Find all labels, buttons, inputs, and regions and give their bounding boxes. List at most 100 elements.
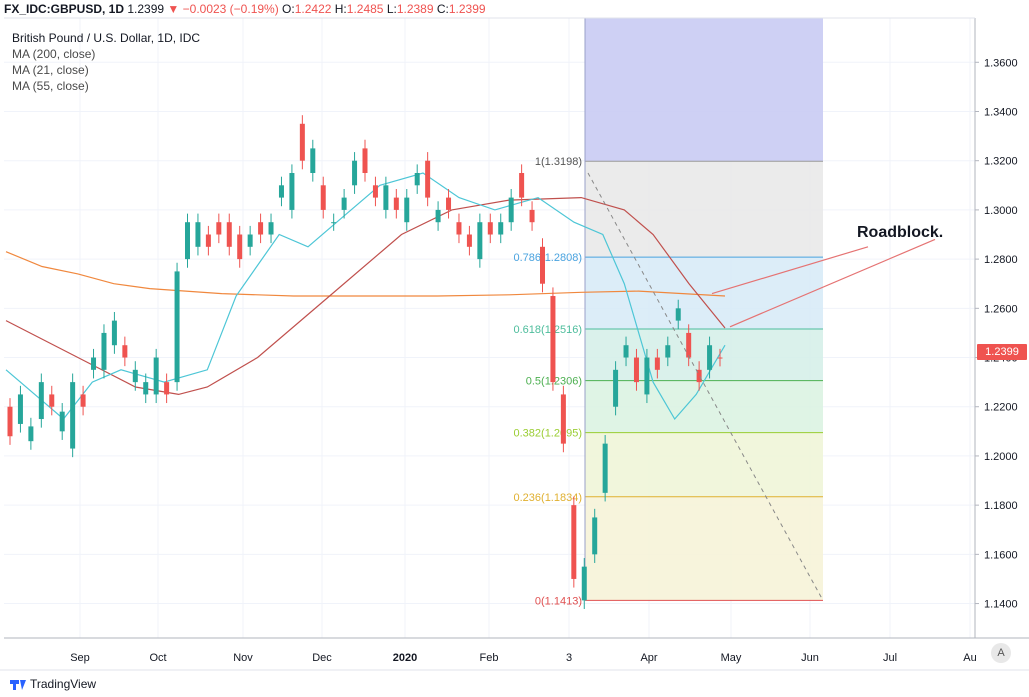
price-change: ▼ −0.0023 (−0.19%) bbox=[167, 2, 279, 16]
candle-body bbox=[654, 357, 660, 370]
candle-body bbox=[633, 357, 639, 383]
auto-scale-button[interactable]: A bbox=[991, 643, 1011, 663]
x-tick-label: Jun bbox=[801, 652, 819, 664]
candle-body bbox=[592, 517, 598, 555]
high-value: 1.2485 bbox=[346, 2, 384, 16]
candle-body bbox=[404, 197, 410, 223]
candle-body bbox=[341, 197, 347, 210]
candle-body bbox=[571, 505, 577, 579]
candle-body bbox=[540, 246, 545, 284]
x-tick-label: Feb bbox=[480, 652, 499, 664]
candle-body bbox=[331, 222, 337, 224]
x-tick-label: Sep bbox=[70, 652, 90, 664]
candle-body bbox=[143, 382, 149, 395]
candle-body bbox=[477, 222, 483, 260]
candle-body bbox=[226, 222, 232, 247]
candle-body bbox=[17, 394, 23, 424]
close-value: 1.2399 bbox=[448, 2, 486, 16]
fib-zone bbox=[585, 161, 823, 258]
x-tick-label: May bbox=[721, 652, 742, 664]
low-label: L: bbox=[386, 2, 397, 16]
candle-body bbox=[122, 345, 128, 358]
candle-body bbox=[132, 369, 138, 383]
candle-body bbox=[613, 369, 619, 407]
y-tick-label: 1.2200 bbox=[984, 402, 1018, 414]
candle-body bbox=[310, 148, 316, 173]
candle-body bbox=[707, 345, 713, 370]
roadblock-arrow bbox=[711, 246, 869, 295]
x-tick-label: Apr bbox=[640, 652, 657, 664]
candle-body bbox=[49, 394, 55, 407]
candle-body bbox=[414, 173, 420, 186]
ma55-line bbox=[5, 196, 726, 396]
candle-body bbox=[383, 185, 389, 210]
x-tick-label: Jul bbox=[883, 652, 897, 664]
candle-body bbox=[717, 357, 723, 359]
y-tick-label: 1.1800 bbox=[984, 500, 1018, 512]
x-tick-label: 2020 bbox=[393, 652, 417, 664]
symbol-label[interactable]: FX_IDC:GBPUSD, 1D bbox=[4, 2, 125, 16]
candle-body bbox=[686, 332, 692, 358]
close-label: C: bbox=[436, 2, 449, 16]
candle-body bbox=[289, 173, 295, 210]
x-tick-label: 3 bbox=[566, 652, 572, 664]
candle-body bbox=[623, 345, 629, 358]
ma200-legend[interactable]: MA (200, close) bbox=[12, 47, 96, 61]
candle-body bbox=[258, 222, 264, 235]
tradingview-logo-icon bbox=[10, 679, 26, 690]
y-tick-label: 1.1600 bbox=[984, 549, 1018, 561]
y-tick-label: 1.2600 bbox=[984, 303, 1018, 315]
candle-body bbox=[70, 382, 76, 449]
candle-body bbox=[466, 234, 472, 247]
y-tick-label: 1.3000 bbox=[984, 205, 1018, 217]
open-value: 1.2422 bbox=[294, 2, 332, 16]
fib-level-label: 1(1.3198) bbox=[535, 156, 582, 168]
candle-body bbox=[446, 197, 452, 210]
fib-level-label: 0.786(1.2808) bbox=[514, 252, 583, 264]
fib-zone bbox=[585, 257, 823, 329]
candle-body bbox=[456, 222, 462, 235]
candle-body bbox=[498, 222, 504, 235]
candle-body bbox=[205, 234, 211, 247]
roadblock-arrow bbox=[729, 238, 936, 328]
candle-body bbox=[425, 160, 431, 198]
candle-body bbox=[7, 406, 13, 437]
candle-body bbox=[237, 234, 243, 260]
candle-body bbox=[362, 148, 368, 173]
candle-body bbox=[153, 357, 159, 395]
candle-body bbox=[320, 185, 326, 210]
candle-body bbox=[560, 394, 566, 444]
candle-body bbox=[352, 160, 358, 186]
x-tick-label: Dec bbox=[312, 652, 332, 664]
x-tick-label: Au bbox=[963, 652, 976, 664]
fib-level-label: 0.618(1.2516) bbox=[514, 324, 583, 336]
y-tick-label: 1.1400 bbox=[984, 599, 1018, 611]
y-tick-label: 1.2000 bbox=[984, 451, 1018, 463]
y-tick-label: 1.3600 bbox=[984, 57, 1018, 69]
candle-body bbox=[91, 357, 97, 370]
last-price: 1.2399 bbox=[127, 2, 165, 16]
candle-body bbox=[519, 173, 525, 198]
ma200-line bbox=[5, 251, 726, 297]
fib-level-label: 0.236(1.1834) bbox=[514, 492, 583, 504]
candle-body bbox=[299, 123, 305, 161]
candle-body bbox=[602, 443, 608, 493]
high-label: H: bbox=[334, 2, 347, 16]
candle-body bbox=[111, 320, 117, 346]
ma55-legend[interactable]: MA (55, close) bbox=[12, 79, 89, 93]
series-title[interactable]: British Pound / U.S. Dollar, 1D, IDC bbox=[12, 31, 201, 45]
fib-zone-top bbox=[585, 18, 823, 162]
x-tick-label: Nov bbox=[233, 652, 253, 664]
candle-body bbox=[644, 357, 650, 395]
candle-body bbox=[195, 222, 201, 247]
fib-zone bbox=[585, 496, 823, 601]
ma21-legend[interactable]: MA (21, close) bbox=[12, 63, 89, 77]
candle-body bbox=[529, 209, 535, 223]
tradingview-brand[interactable]: TradingView bbox=[10, 677, 96, 691]
candle-body bbox=[174, 271, 180, 383]
candle-body bbox=[59, 411, 65, 432]
fib-zone bbox=[585, 380, 823, 433]
candle-body bbox=[185, 222, 190, 260]
candle-body bbox=[393, 197, 399, 210]
